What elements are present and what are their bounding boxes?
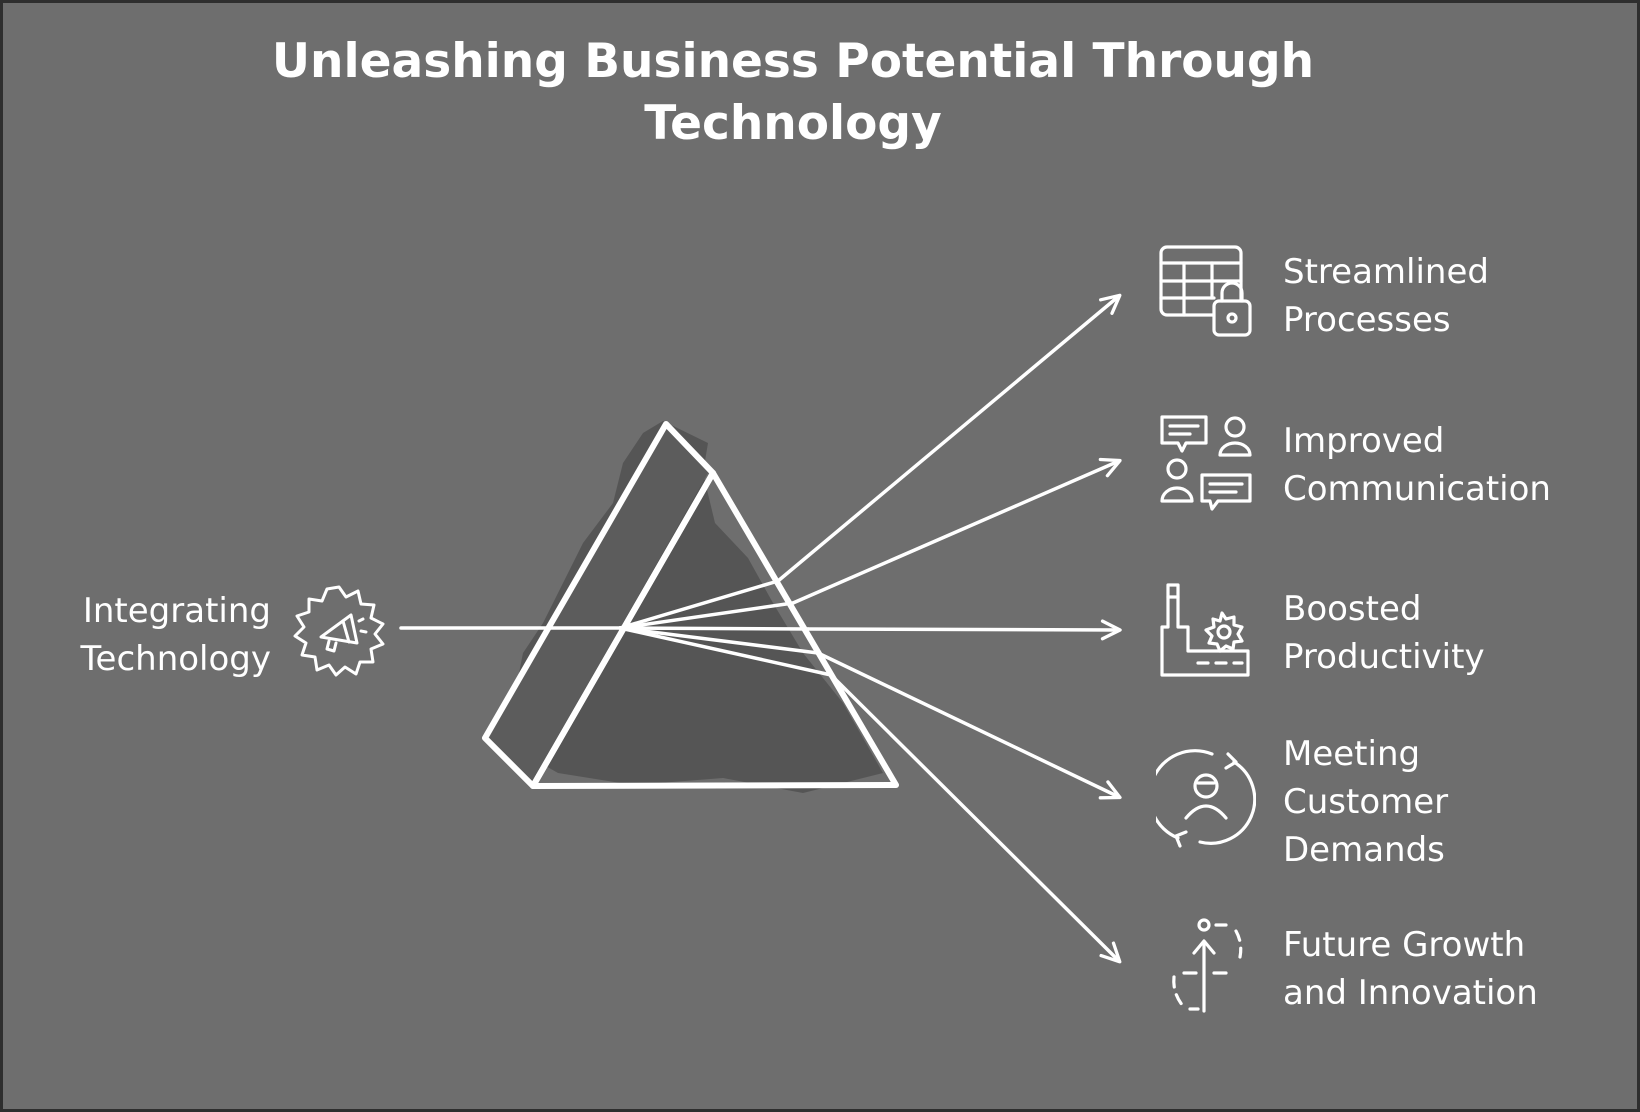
ray-inner-2 [618, 601, 795, 630]
arrow-future-growth [829, 673, 1122, 964]
output-label-line: Future Growth [1283, 925, 1526, 965]
factory-gear-icon [1160, 583, 1250, 677]
prism-back-edge [482, 421, 716, 789]
output-label-line: Meeting [1283, 734, 1421, 774]
title-line-1: Unleashing Business Potential Through [271, 34, 1315, 89]
output-label-line: Demands [1283, 830, 1445, 870]
diagram-title: Unleashing Business Potential Through Te… [173, 31, 1413, 155]
input-label: Integrating Technology [33, 587, 271, 683]
table-lock-icon [1159, 245, 1252, 337]
ray-inner-3 [618, 626, 810, 631]
prism-diagram [399, 293, 1122, 964]
arrow-boosted-productivity [806, 619, 1122, 641]
refracted-rays [618, 579, 833, 677]
output-label-line: Streamlined [1283, 252, 1489, 292]
input-label-line-2: Technology [80, 639, 271, 679]
output-label-future-growth: Future Growth and Innovation [1283, 921, 1538, 1017]
output-label-meeting-customer-demands: Meeting Customer Demands [1283, 730, 1448, 874]
output-label-line: Customer [1283, 782, 1449, 822]
output-label-boosted-productivity: Boosted Productivity [1283, 585, 1485, 681]
growth-arrow-icon [1172, 918, 1243, 1013]
gear-megaphone-icon [293, 585, 385, 677]
output-label-line: Improved [1283, 421, 1445, 461]
ray-inner-1 [618, 579, 780, 630]
prism-shadow [513, 421, 883, 793]
ray-inner-5 [618, 626, 833, 677]
arrow-streamlined-processes [776, 293, 1122, 583]
output-label-improved-communication: Improved Communication [1283, 417, 1551, 513]
output-label-line: Processes [1283, 300, 1451, 340]
prism-back-face [489, 423, 709, 783]
arrow-improved-communication [791, 457, 1122, 605]
output-label-line: Communication [1283, 469, 1551, 509]
diagram-canvas: Unleashing Business Potential Through Te… [3, 3, 1637, 1109]
input-label-line-1: Integrating [82, 591, 271, 631]
people-chat-icon [1160, 415, 1252, 511]
output-label-line: and Innovation [1283, 973, 1538, 1013]
output-label-line: Boosted [1283, 589, 1422, 629]
output-label-streamlined-processes: Streamlined Processes [1283, 248, 1489, 344]
ray-inner-4 [618, 626, 820, 655]
customer-cycle-icon [1156, 749, 1256, 848]
title-line-2: Technology [644, 96, 942, 151]
output-label-line: Productivity [1283, 637, 1485, 677]
arrow-meeting-customer-demands [816, 651, 1122, 800]
